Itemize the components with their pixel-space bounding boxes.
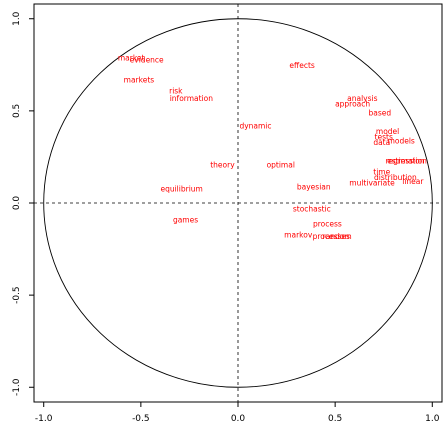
point-label: optimal <box>267 160 295 169</box>
point-label: dynamic <box>239 122 271 131</box>
y-tick-label: 0.0 <box>12 196 22 211</box>
point-label: evidence <box>130 55 164 64</box>
point-label: estimation <box>387 157 427 166</box>
point-label: games <box>173 216 198 225</box>
point-label: processes <box>313 232 350 241</box>
point-label: approach <box>335 100 370 109</box>
x-tick-label: 0.0 <box>231 414 246 424</box>
x-tick-label: -1.0 <box>35 414 53 424</box>
point-label: based <box>369 109 392 118</box>
unit-circle-group <box>43 18 433 388</box>
point-label: tests <box>375 133 393 142</box>
unit-circle <box>43 18 433 388</box>
point-label: market <box>118 53 145 62</box>
point-label: models <box>388 136 415 145</box>
point-label: multivariate <box>349 179 395 188</box>
point-label: linear <box>402 177 424 186</box>
point-label: model <box>376 127 399 136</box>
point-label: stochastic <box>293 205 331 214</box>
point-label: effects <box>289 61 314 70</box>
point-label: regression <box>386 157 425 166</box>
x-tick-label: -0.5 <box>132 414 150 424</box>
point-label: information <box>170 94 214 103</box>
reference-lines-group <box>34 4 442 402</box>
point-label: distribution <box>374 173 417 182</box>
y-tick-label: 0.5 <box>12 104 22 118</box>
point-label: markets <box>124 76 155 85</box>
point-label: theory <box>210 160 235 169</box>
y-tick-label: -1.0 <box>12 378 22 396</box>
x-tick-label: 1.0 <box>425 414 440 424</box>
x-tick-label: 0.5 <box>328 414 342 424</box>
point-label: random <box>323 232 352 241</box>
y-tick-label: -0.5 <box>12 286 22 304</box>
point-label: bayesian <box>297 182 331 191</box>
point-label: data <box>373 138 390 147</box>
point-label: markov <box>284 230 313 239</box>
point-label: analysis <box>347 94 377 103</box>
y-tick-label: 1.0 <box>12 11 22 26</box>
axes-group: -1.0 -0.5 0.0 0.5 1.0 -1.0 -0.5 0.0 0.5 1.0 <box>12 11 440 424</box>
point-label: time <box>373 168 390 177</box>
point-label: process <box>313 219 342 228</box>
point-label: risk <box>169 87 183 96</box>
point-label: equilibrium <box>160 184 202 193</box>
